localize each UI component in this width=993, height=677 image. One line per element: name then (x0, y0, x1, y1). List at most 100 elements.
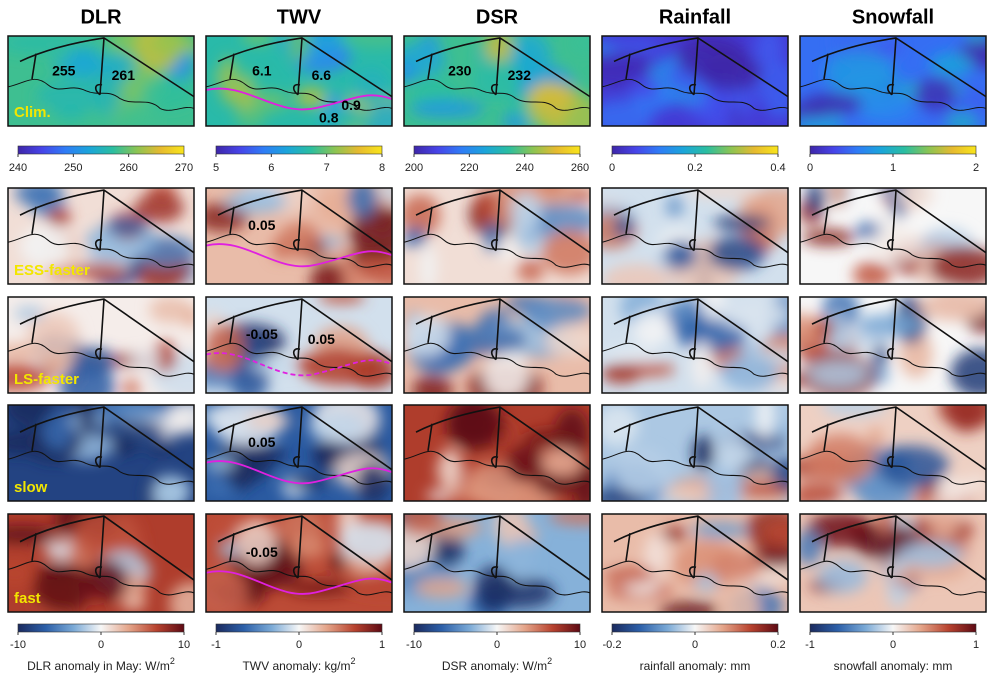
map-field (382, 496, 620, 623)
map-blob (214, 520, 239, 539)
map-blob (446, 398, 504, 449)
map-field (587, 392, 803, 516)
map-panel (572, 183, 813, 302)
colorbar-tick-label: 0 (890, 639, 896, 651)
label-sup: 2 (547, 656, 552, 666)
map-panel: 255261 (0, 23, 204, 141)
map-field (195, 171, 416, 303)
map-panel (404, 287, 603, 410)
map-panel: 6.16.60.90.8 (206, 15, 422, 149)
map-field (795, 506, 986, 612)
map-blob (314, 441, 343, 464)
colorbar-tick-label: 0 (807, 162, 813, 174)
column-header: TWV (277, 6, 322, 28)
map-blob (47, 207, 70, 227)
colorbar-tick-label: 0.2 (770, 639, 785, 651)
row-label: slow (14, 479, 48, 496)
map-label: 0.8 (319, 110, 339, 126)
colorbar-tick-label: 270 (175, 162, 193, 174)
map-blob (104, 219, 147, 235)
map-blob (111, 438, 139, 455)
colorbar (810, 624, 976, 632)
colorbar-tick-label: 0.2 (687, 162, 702, 174)
map-label: 0.05 (248, 434, 275, 450)
label-text: snowfall anomaly: mm (834, 659, 953, 673)
map-blob (893, 572, 918, 586)
map-panel (795, 506, 986, 612)
map-field (770, 280, 993, 399)
colorbar-tick-label: 8 (379, 162, 385, 174)
map-label: 6.6 (312, 67, 332, 83)
colorbar-tick-label: 10 (178, 639, 190, 651)
map-label: 255 (52, 63, 76, 79)
map-blob (87, 560, 129, 600)
colorbar (414, 624, 580, 632)
column-header: DSR (476, 6, 519, 28)
map-label: -0.05 (246, 326, 278, 342)
map-blob (692, 522, 750, 538)
map-blob (948, 394, 984, 432)
map-label: 0.05 (248, 217, 275, 233)
label-sup: 2 (170, 656, 175, 666)
map-field (404, 395, 599, 518)
map-blob (337, 521, 406, 562)
map-blob (713, 215, 771, 231)
map-panel (582, 27, 805, 137)
column-header: Snowfall (852, 6, 934, 28)
colorbar-tick-label: 1 (379, 639, 385, 651)
map-field (601, 275, 811, 393)
colorbar-tick-label: 240 (9, 162, 27, 174)
map-panel (587, 392, 803, 516)
figure: DLRTWVDSRRainfallSnowfall2552616.16.60.9… (0, 0, 993, 677)
colorbar-tick-label: 250 (64, 162, 82, 174)
colorbar (612, 146, 778, 154)
colorbar (18, 146, 184, 154)
map-blob (343, 28, 413, 48)
map-blob (130, 352, 162, 367)
map-panel (602, 507, 808, 633)
map-field (193, 498, 418, 619)
colorbar-tick-label: -10 (406, 639, 422, 651)
map-field (404, 287, 603, 410)
map-blob (454, 325, 528, 354)
map-panel: 230232 (391, 29, 609, 143)
colorbar-label: rainfall anomaly: mm (640, 659, 751, 673)
map-blob (632, 310, 670, 345)
map-blob (295, 87, 327, 108)
colorbar-tick-label: 5 (213, 162, 219, 174)
colorbar (612, 624, 778, 632)
map-blob (897, 541, 963, 568)
colorbar (810, 146, 976, 154)
map-blob (204, 324, 245, 374)
map-blob (528, 83, 578, 109)
row-label: ESS-faster (14, 262, 90, 279)
colorbar (414, 146, 580, 154)
map-blob (604, 348, 658, 361)
colorbar-tick-label: -1 (211, 639, 221, 651)
map-blob (149, 296, 192, 323)
map-blob (291, 535, 327, 559)
map-blob (544, 325, 603, 357)
colorbar-tick-label: 1 (973, 639, 979, 651)
colorbar-tick-label: 0 (692, 639, 698, 651)
colorbar-label: TWV anomaly: kg/m2 (242, 656, 355, 673)
row-label: fast (14, 590, 41, 607)
column-header: DLR (80, 6, 122, 28)
map-blob (806, 434, 874, 484)
map-field (602, 507, 808, 633)
label-text: rainfall anomaly: mm (640, 659, 751, 673)
map-field (199, 393, 392, 504)
map-blob (412, 375, 453, 407)
map-label: 232 (508, 67, 532, 83)
map-blob (152, 475, 188, 513)
map-panel (798, 163, 993, 291)
map-blob (802, 93, 863, 115)
map-panel (0, 497, 214, 627)
map-field (400, 165, 598, 292)
map-blob (664, 241, 697, 270)
colorbar-tick-label: 0 (494, 639, 500, 651)
map-blob (410, 100, 484, 118)
map-panel (787, 386, 993, 515)
colorbar (216, 146, 382, 154)
map-blob (204, 457, 237, 469)
